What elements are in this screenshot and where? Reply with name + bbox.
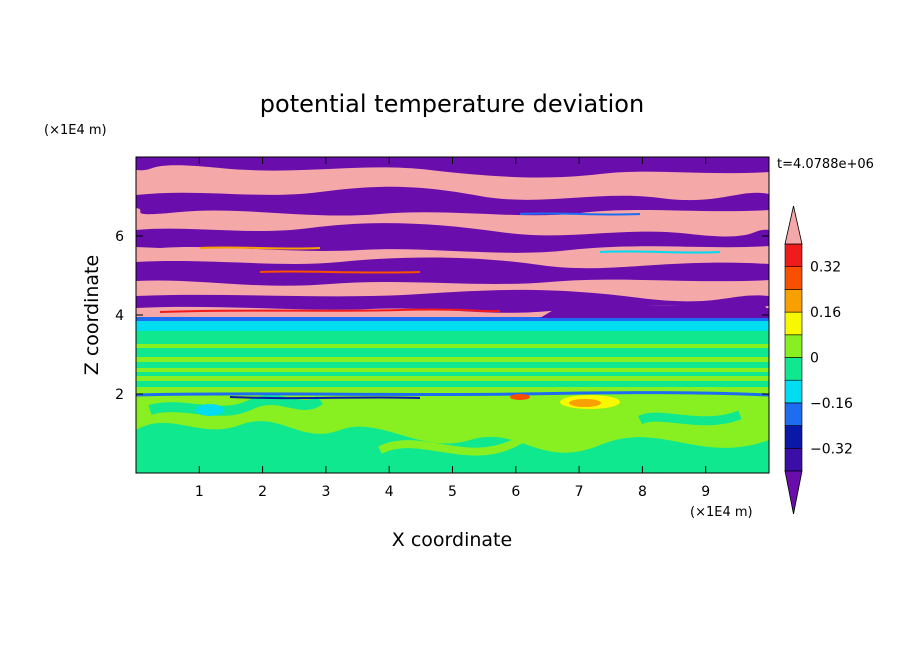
x-tick-label: 9 [701,484,710,500]
time-label: t=4.0788e+06 [777,157,874,172]
x-tick-label: 2 [258,484,267,500]
colorbar-swatch [784,447,803,472]
y-axis-ticks: 2 4 6 [115,229,769,403]
y-axis-label: Z coordinate [81,255,103,375]
colorbar-tick-label: 0.16 [810,305,841,321]
colorbar-min-arrow [784,470,803,515]
y-unit-label: (×1E4 m) [44,123,107,138]
colorbar-max-arrow [784,205,803,245]
x-tick-label: 5 [448,484,457,500]
contour-field [136,157,769,473]
x-tick-label: 3 [321,484,330,500]
colorbar-swatch [784,402,803,426]
x-tick-label: 8 [638,484,647,500]
x-tick-label: 6 [511,484,520,500]
colorbar-swatch [784,425,803,449]
x-unit-label: (×1E4 m) [690,505,753,520]
colorbar-swatch [784,243,803,268]
colorbar-tick-label: 0.32 [810,260,841,276]
x-tick-label: 4 [385,484,394,500]
x-tick-label: 1 [195,484,204,500]
chart-title: potential temperature deviation [260,90,644,118]
colorbar-swatch [784,311,803,336]
colorbar-swatch [784,334,803,358]
colorbar-swatch [784,289,803,313]
colorbar-tick-label: 0 [810,351,819,367]
colorbar-tick-label: −0.16 [810,396,853,412]
y-tick-label: 2 [115,387,124,403]
x-axis-ticks: 1 2 3 4 5 6 7 8 9 [195,157,710,500]
y-tick-label: 6 [115,229,124,245]
colorbar-swatch [784,357,803,381]
x-tick-label: 7 [575,484,584,500]
colorbar-tick-label: −0.32 [810,441,853,457]
y-tick-label: 4 [115,308,124,324]
x-axis-label: X coordinate [392,529,512,551]
colorbar-swatch [784,266,803,290]
colorbar: 0.32 0.16 0 −0.16 −0.32 [784,205,853,515]
colorbar-swatch [784,379,803,404]
